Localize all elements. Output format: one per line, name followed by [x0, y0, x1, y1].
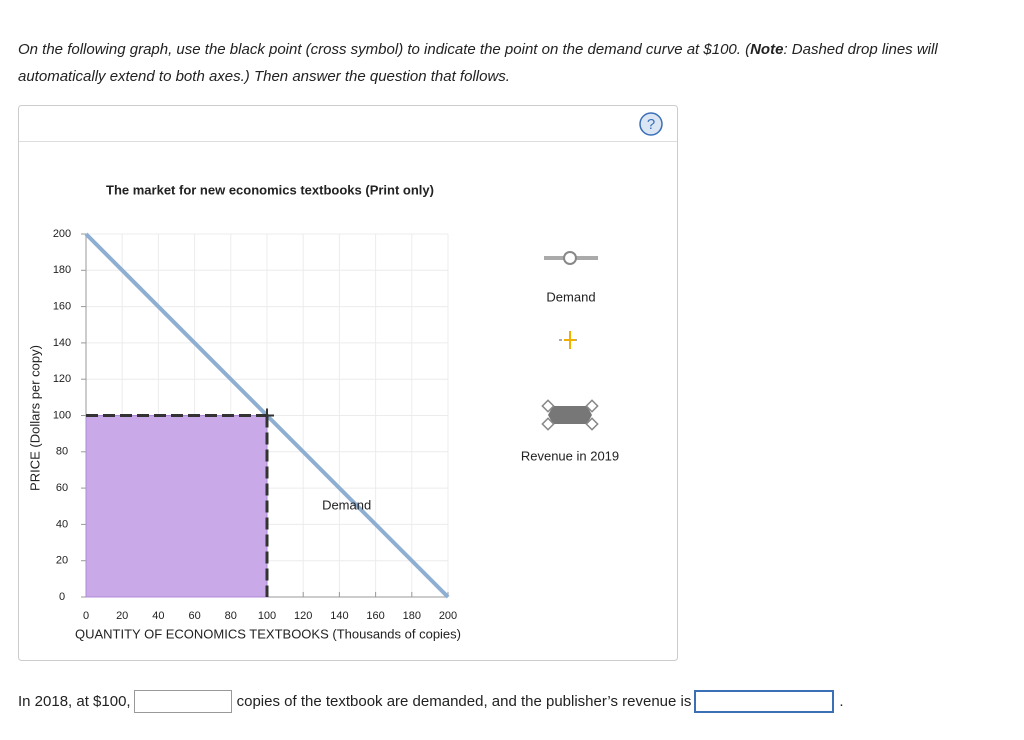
curve-label: Demand	[322, 497, 371, 512]
x-tick-label: 60	[188, 610, 200, 622]
x-axis-label: QUANTITY OF ECONOMICS TEXTBOOKS (Thousan…	[75, 626, 461, 641]
chart-title: The market for new economics textbooks (…	[106, 182, 434, 197]
y-axis-label: PRICE (Dollars per copy)	[27, 345, 42, 491]
y-tick-label: 200	[53, 228, 71, 240]
question-text: In 2018, at $100,	[18, 693, 131, 710]
y-tick-label: 160	[53, 301, 71, 313]
y-tick-label: 40	[56, 518, 68, 530]
revenue-input[interactable]	[694, 690, 835, 713]
x-tick-label: 120	[294, 610, 312, 622]
x-tick-label: 180	[403, 610, 421, 622]
legend-demand-tool[interactable]	[544, 251, 598, 265]
y-tick-label: 100	[53, 409, 71, 421]
y-tick-label: 180	[53, 264, 71, 276]
y-tick-label: 20	[56, 555, 68, 567]
x-tick-label: 80	[225, 610, 237, 622]
legend-label: Demand	[546, 289, 595, 304]
y-tick-label: 80	[56, 446, 68, 458]
legend-area-tool[interactable]	[541, 399, 599, 431]
y-tick-label: 140	[53, 337, 71, 349]
x-tick-label: 160	[366, 610, 384, 622]
y-tick-label: 0	[59, 591, 65, 603]
revenue-area	[85, 415, 268, 598]
instruction-text: : Dashed drop lines will automatically e…	[18, 41, 938, 85]
x-tick-label: 140	[330, 610, 348, 622]
quantity-input[interactable]	[133, 690, 232, 713]
x-tick-label: 40	[152, 610, 164, 622]
x-tick-label: 100	[258, 610, 276, 622]
y-tick-label: 120	[53, 373, 71, 385]
question-text: .	[839, 693, 844, 710]
x-tick-label: 200	[439, 610, 457, 622]
x-tick-label: 0	[83, 610, 89, 622]
instruction-note: Note	[750, 41, 784, 58]
legend-label: Revenue in 2019	[521, 448, 619, 463]
instruction-text: On the following graph, use the black po…	[18, 41, 751, 58]
question-text: copies of the textbook are demanded, and…	[236, 693, 692, 710]
plot: 0 20 40 60 80 100 120 140 160 180 200 0 20 40 60 80 100 1…	[53, 228, 457, 622]
svg-text:?: ?	[647, 116, 655, 133]
instructions: On the following graph, use the black po…	[18, 36, 998, 90]
legend-point-tool[interactable]	[559, 331, 579, 349]
y-tick-label: 60	[56, 482, 68, 494]
x-tick-label: 20	[116, 610, 128, 622]
question: In 2018, at $100, copies of the textbook…	[18, 690, 844, 713]
demand-point[interactable]	[260, 408, 274, 423]
help-button[interactable]: ?	[639, 112, 663, 136]
